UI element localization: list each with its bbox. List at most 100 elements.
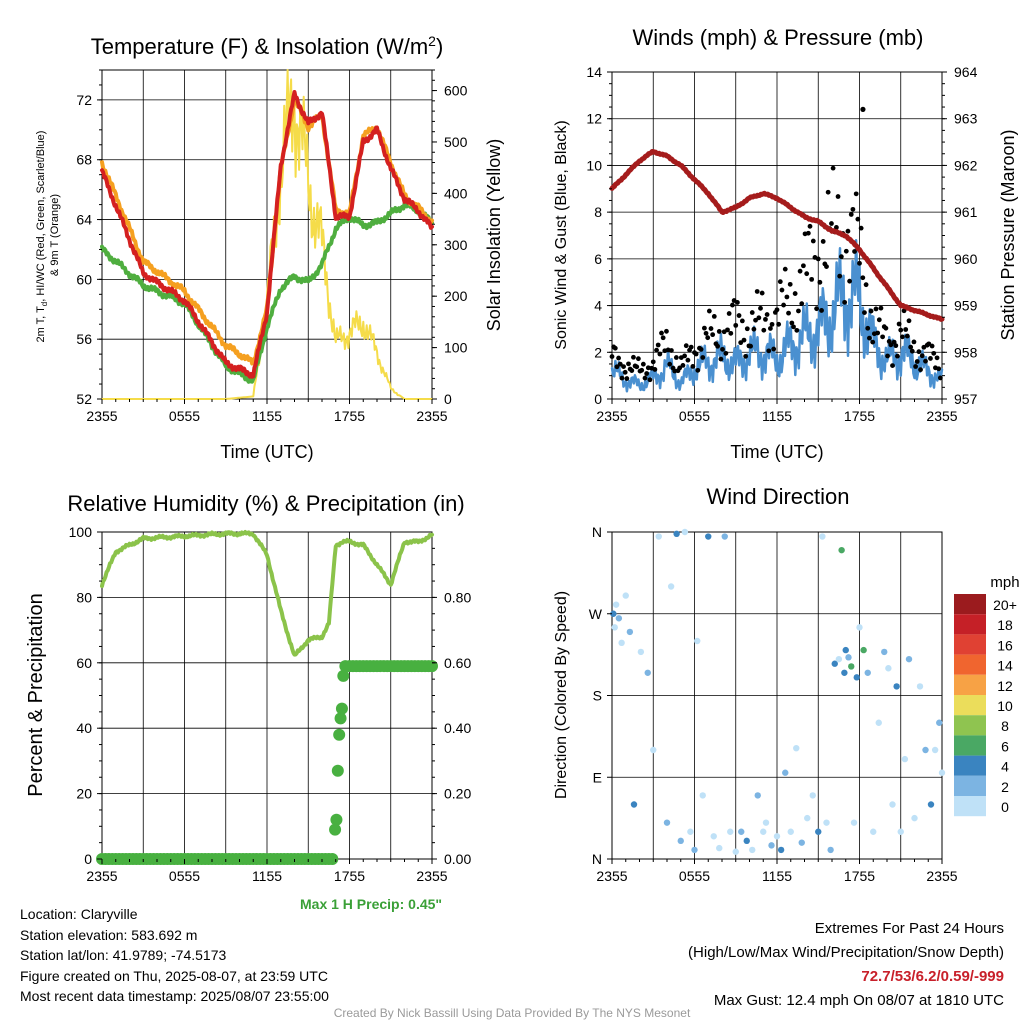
colorbar-box (954, 614, 986, 635)
gust-point (890, 363, 895, 368)
gust-point (847, 278, 852, 284)
gust-point (705, 335, 711, 341)
y-tick-label: 80 (76, 589, 92, 605)
direction-point (716, 844, 723, 852)
gust-point (718, 356, 724, 362)
direction-point (804, 814, 811, 822)
gust-point (799, 301, 805, 307)
colorbar-label: 6 (1001, 738, 1009, 754)
y2-tick-label: 0 (444, 391, 452, 407)
direction-point (694, 637, 701, 645)
gust-point (830, 165, 836, 171)
gust-point (913, 364, 918, 369)
direction-point (850, 819, 858, 826)
gust-point (838, 254, 844, 260)
gust-point (923, 358, 928, 364)
direction-point (762, 819, 770, 826)
gust-point (743, 353, 749, 359)
colorbar-label: 16 (997, 637, 1013, 653)
gust-point (901, 308, 907, 314)
direction-point (667, 583, 675, 590)
gust-point (768, 326, 773, 331)
colorbar-label: 4 (1001, 759, 1009, 775)
latlon-text: Station lat/lon: 41.9789; -74.5173 (20, 947, 227, 963)
x-tick-label: 2355 (416, 868, 447, 884)
temp-ylabel2: Solar Insolation (Yellow) (484, 139, 504, 331)
gust-point (766, 348, 772, 354)
gust-point (906, 318, 912, 324)
gust-point (820, 239, 826, 244)
gust-point (825, 189, 831, 195)
colorbar-label: 14 (997, 658, 1013, 674)
gust-point (738, 340, 744, 346)
gust-point (837, 273, 843, 279)
gust-point (660, 335, 666, 341)
gust-point (655, 342, 661, 348)
y2-tick-label: 0.20 (444, 786, 471, 802)
x-tick-label: 2355 (416, 408, 447, 424)
gust-point (845, 228, 851, 234)
x-tick-label: 1155 (252, 868, 282, 884)
gust-point (804, 271, 810, 277)
direction-point (630, 801, 638, 808)
y2-tick-label: 500 (444, 134, 468, 150)
gust-point (614, 364, 620, 370)
y-tick-label: 100 (69, 524, 93, 540)
direction-point (754, 792, 761, 799)
extremes-subtitle: (High/Low/Max Wind/Precipitation/Snow De… (688, 944, 1004, 961)
gust-point (862, 310, 867, 316)
gust-point (654, 347, 659, 353)
direction-point (885, 665, 892, 672)
gust-point (657, 351, 663, 357)
gust-point (786, 310, 791, 316)
gust-point (776, 321, 782, 327)
rh-ylabel: Percent & Precipitation (25, 593, 47, 796)
direction-point (637, 648, 645, 656)
y-tick-label: 14 (586, 64, 602, 80)
precip-point (337, 669, 350, 682)
direction-point (870, 828, 877, 835)
gust-point (659, 330, 664, 336)
gust-point (688, 344, 694, 350)
direction-point (777, 846, 785, 854)
gust-point (756, 315, 762, 321)
temp-xlabel: Time (UTC) (220, 442, 313, 462)
x-tick-label: 1155 (252, 408, 282, 424)
gust-point (640, 361, 646, 367)
y-tick-label: S (593, 688, 602, 704)
y2-tick-label: 959 (954, 298, 978, 314)
y2-tick-label: 960 (954, 251, 978, 267)
gust-point (609, 354, 615, 359)
colorbar-label: 18 (997, 617, 1013, 633)
direction-point (727, 828, 734, 835)
gust-point (711, 314, 717, 319)
gust-point (834, 225, 839, 230)
direction-point (622, 592, 629, 599)
gust-point (753, 317, 758, 323)
y-tick-label: 60 (76, 655, 92, 671)
winds-ylabel: Sonic Wind & Gust (Blue, Black) (553, 120, 570, 349)
elevation-text: Station elevation: 583.692 m (20, 926, 198, 943)
gust-point (807, 223, 813, 229)
gust-point (710, 332, 716, 338)
direction-point (663, 819, 671, 826)
gust-point (810, 238, 816, 244)
x-tick-label: 2355 (86, 868, 117, 884)
direction-point (681, 528, 689, 536)
gust-point (728, 330, 734, 336)
direction-point (881, 648, 888, 656)
gust-point (698, 346, 704, 352)
x-tick-label: 2355 (86, 408, 117, 424)
precip-point (334, 712, 347, 725)
gust-point (680, 363, 686, 368)
gust-point (626, 361, 631, 367)
x-tick-label: 1155 (762, 868, 792, 884)
y2-tick-label: 200 (444, 288, 468, 304)
gust-point (634, 364, 640, 370)
colorbar-label: 8 (1001, 718, 1009, 734)
gust-point (769, 321, 775, 327)
x-tick-label: 2355 (596, 408, 627, 424)
direction-point (838, 546, 845, 554)
direction-point (938, 769, 946, 776)
